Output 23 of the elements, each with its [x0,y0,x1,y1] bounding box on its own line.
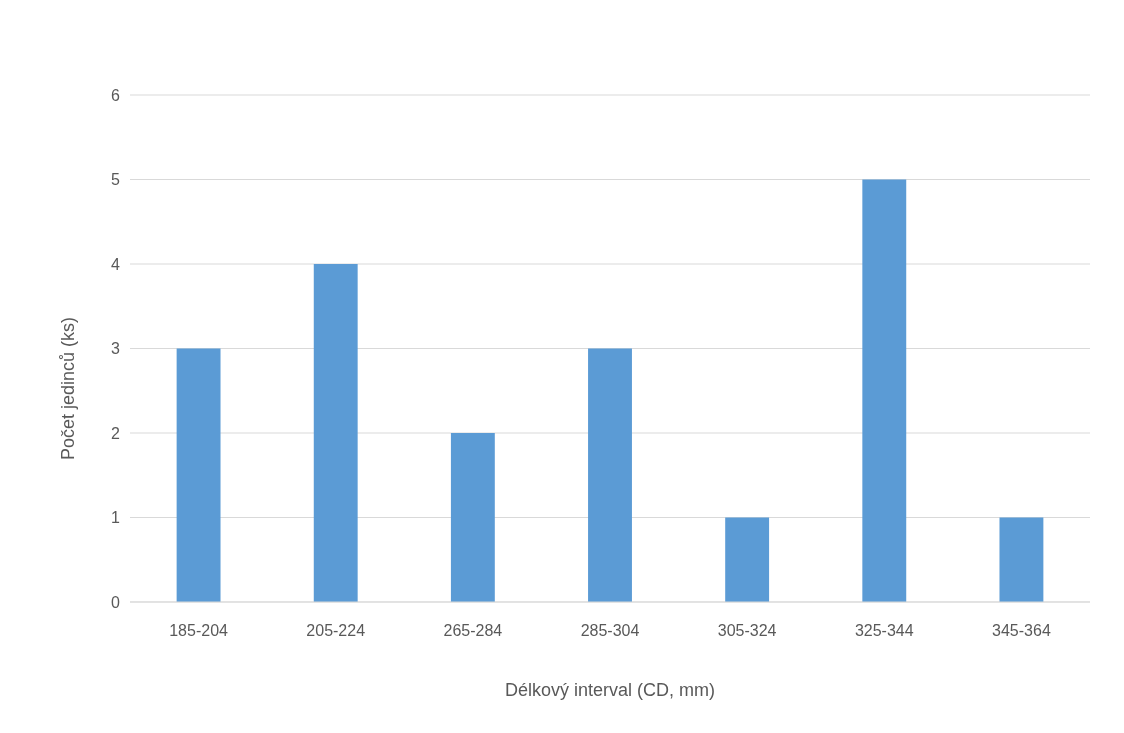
bar [862,179,907,602]
x-tick-label: 285-304 [580,622,640,639]
bar [313,264,358,602]
y-tick-label: 4 [111,255,121,273]
y-axis-title: Počet jedinců (ks) [58,316,78,461]
y-tick-label: 6 [111,86,121,104]
bar [725,517,770,602]
x-tick-label: 265-284 [443,622,503,639]
y-tick-label: 5 [111,171,121,189]
x-tick-label: 305-324 [717,622,777,639]
bar [176,348,221,602]
y-tick-label: 1 [111,509,121,527]
bar [588,348,632,602]
bar [450,433,495,602]
x-axis-title: Délkový interval (CD, mm) [504,680,716,700]
y-tick-label: 3 [111,340,121,358]
bar [999,517,1044,602]
x-tick-label: 205-224 [306,622,366,639]
x-tick-label: 185-204 [169,622,229,639]
y-tick-label: 2 [111,424,121,442]
y-tick-label: 0 [111,593,121,611]
x-tick-label: 345-364 [992,622,1051,639]
x-tick-label: 325-344 [854,622,914,639]
